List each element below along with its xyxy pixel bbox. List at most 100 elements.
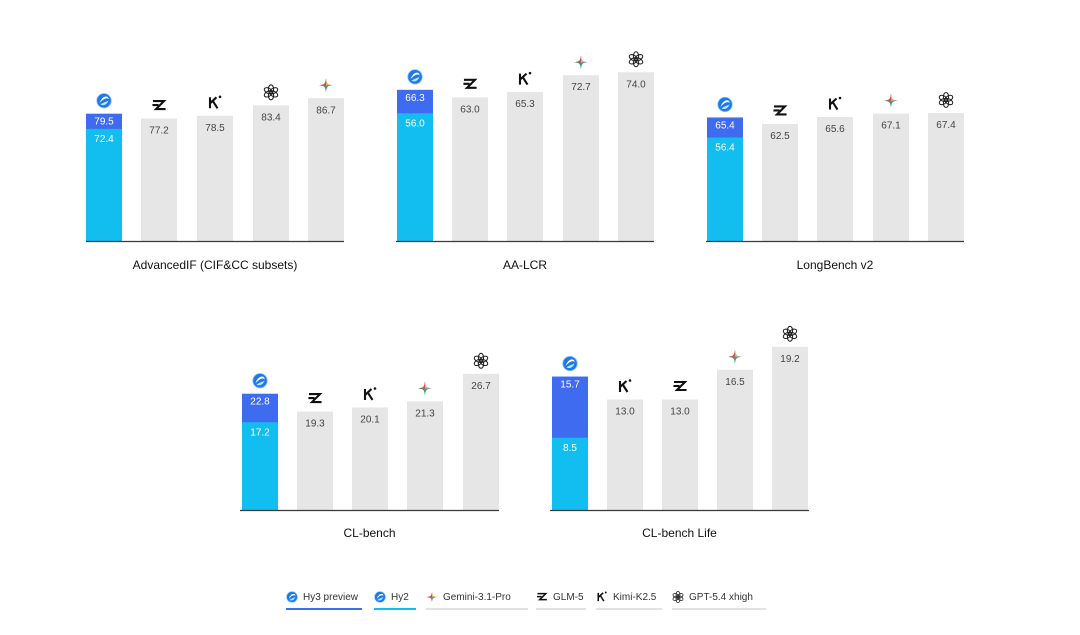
openai-icon (938, 91, 954, 109)
bar-kimi (352, 407, 388, 510)
legend-item-gpt: GPT-5.4 xhigh (672, 584, 766, 610)
bar-glm (662, 399, 698, 510)
bar-gemini (407, 401, 443, 510)
chart-1: 79.5 72.4 77.2 78.5 83.4 86.7 AdvancedIF (CIF&… (86, 78, 344, 272)
label-glm: 62.5 (770, 131, 790, 142)
hunyuan-icon (374, 591, 386, 603)
label-hy3-preview: 65.4 (715, 120, 735, 131)
legend-underline (596, 608, 662, 610)
legend-underline (374, 608, 416, 610)
hunyuan-icon (286, 591, 298, 603)
label-glm: 13.0 (670, 407, 690, 418)
chart-4: 22.8 17.2 19.3 20.1 21.3 26.7 CL-bench (240, 352, 499, 540)
bar-openai (928, 112, 964, 241)
legend-label: Kimi-K2.5 (613, 591, 657, 603)
gemini-icon (319, 78, 333, 93)
glm-icon (537, 592, 548, 601)
chart-title: AA-LCR (503, 258, 547, 272)
chart-3: 65.4 56.4 62.5 65.6 67.1 67.4 LongBench v2 (706, 91, 964, 272)
kimi-icon (208, 95, 222, 109)
chart-title: LongBench v2 (797, 258, 874, 272)
label-hy2: 8.5 (563, 443, 577, 454)
label-hy2: 72.4 (94, 134, 114, 145)
label-hy2: 56.0 (405, 118, 425, 129)
hunyuan-icon (407, 69, 423, 85)
label-hy2: 17.2 (250, 427, 270, 438)
bar-gemini (308, 98, 344, 242)
legend-underline (426, 608, 528, 610)
legend-item-hy2: Hy2 (374, 584, 416, 610)
legend-label: Hy2 (391, 591, 409, 603)
label-openai: 74.0 (626, 79, 646, 90)
openai-icon (263, 84, 279, 101)
label-openai: 19.2 (780, 354, 800, 365)
glm-icon (152, 100, 167, 111)
label-glm: 19.3 (305, 419, 325, 430)
bar-hy2 (242, 422, 278, 510)
label-kimi: 78.5 (205, 123, 225, 134)
legend-item-kimi: Kimi-K2.5 (596, 584, 662, 610)
label-openai: 83.4 (261, 112, 281, 123)
label-glm: 63.0 (460, 104, 480, 115)
gemini-icon (418, 381, 432, 396)
bar-openai (772, 346, 808, 510)
openai-icon (782, 325, 798, 342)
gemini-icon (884, 93, 898, 108)
bar-gemini (563, 75, 599, 241)
bar-gemini (717, 369, 753, 510)
kimi-icon (597, 591, 607, 602)
gemini-icon (728, 349, 742, 364)
bar-openai (463, 373, 499, 510)
label-hy3-preview: 79.5 (94, 117, 114, 128)
gemini-icon (426, 591, 438, 603)
label-kimi: 20.1 (360, 414, 380, 425)
gemini-icon (574, 55, 588, 70)
label-gemini: 67.1 (881, 121, 901, 132)
openai-icon (628, 51, 644, 68)
bar-openai (618, 72, 654, 241)
chart-title: CL-bench (343, 526, 395, 540)
bar-hy2 (397, 113, 433, 241)
label-kimi: 65.6 (825, 124, 845, 135)
legend-label: Hy3 preview (303, 591, 359, 603)
label-gemini: 21.3 (415, 408, 435, 419)
hunyuan-icon (252, 373, 268, 389)
kimi-icon (618, 379, 632, 393)
label-kimi: 65.3 (515, 99, 535, 110)
legend-label: Gemini-3.1-Pro (443, 591, 511, 603)
label-glm: 77.2 (149, 126, 169, 137)
openai-icon (672, 591, 684, 603)
label-gemini: 72.7 (571, 82, 591, 93)
bar-kimi (507, 92, 543, 241)
legend-label: GLM-5 (553, 591, 584, 603)
bar-hy2 (86, 128, 122, 241)
legend-label: GPT-5.4 xhigh (689, 591, 753, 603)
hunyuan-icon (96, 93, 112, 109)
legend-underline (672, 608, 766, 610)
label-hy3-preview: 22.8 (250, 397, 270, 408)
chart-title: AdvancedIF (CIF&CC subsets) (133, 258, 298, 272)
openai-icon (672, 591, 684, 603)
bar-hy2 (552, 437, 588, 510)
legend-item-glm: GLM-5 (536, 584, 586, 610)
hunyuan-icon (562, 355, 578, 372)
label-kimi: 13.0 (615, 407, 635, 418)
openai-icon (473, 352, 489, 369)
hunyuan-icon (717, 96, 733, 113)
bar-glm (141, 118, 177, 241)
label-hy3-preview: 66.3 (405, 93, 425, 104)
kimi-icon (518, 71, 532, 86)
chart-2: 66.3 56.0 63.0 65.3 72.7 74.0 AA-LCR (396, 51, 654, 272)
kimi-icon (828, 96, 842, 111)
glm-icon (537, 592, 548, 601)
kimi-icon (597, 591, 607, 602)
bar-glm (452, 97, 488, 241)
bar-glm (297, 411, 333, 510)
bar-glm (762, 123, 798, 241)
gemini-icon (426, 591, 438, 603)
bar-hy2 (707, 137, 743, 241)
label-openai: 26.7 (471, 381, 491, 392)
bar-kimi (607, 399, 643, 510)
label-gemini: 86.7 (316, 105, 336, 116)
